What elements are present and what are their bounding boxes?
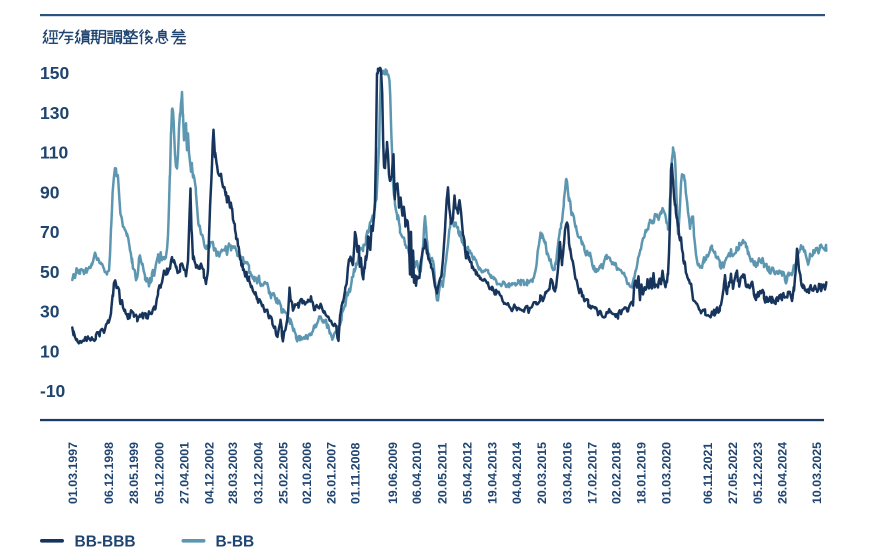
svg-text:03.04.2016: 03.04.2016 — [560, 442, 574, 504]
svg-text:90: 90 — [40, 182, 60, 202]
svg-text:BB-BBB: BB-BBB — [75, 534, 136, 551]
svg-text:06.11.2021: 06.11.2021 — [701, 443, 715, 504]
svg-text:10: 10 — [40, 341, 60, 361]
svg-text:06.04.2010: 06.04.2010 — [410, 442, 424, 504]
svg-text:50: 50 — [40, 262, 60, 282]
svg-text:150: 150 — [40, 63, 69, 83]
svg-text:70: 70 — [40, 222, 60, 242]
svg-text:B-BB: B-BB — [216, 534, 255, 551]
svg-text:30: 30 — [40, 302, 60, 322]
svg-text:130: 130 — [40, 103, 69, 123]
svg-text:19.06.2009: 19.06.2009 — [386, 442, 400, 504]
svg-text:01.11.2008: 01.11.2008 — [349, 443, 363, 504]
svg-text:19.04.2013: 19.04.2013 — [486, 442, 500, 504]
svg-text:01.03.2020: 01.03.2020 — [660, 442, 674, 504]
svg-text:02.10.2006: 02.10.2006 — [300, 442, 314, 504]
svg-text:02.02.2018: 02.02.2018 — [610, 442, 624, 504]
svg-text:04.04.2014: 04.04.2014 — [510, 442, 524, 504]
svg-text:05.04.2012: 05.04.2012 — [461, 442, 475, 504]
svg-text:05.12.2023: 05.12.2023 — [751, 442, 765, 504]
svg-text:26.04.2024: 26.04.2024 — [775, 442, 789, 504]
svg-text:17.02.2017: 17.02.2017 — [585, 442, 599, 504]
svg-text:26.01.2007: 26.01.2007 — [324, 442, 338, 504]
svg-text:03.12.2004: 03.12.2004 — [251, 442, 265, 504]
svg-text:05.12.2000: 05.12.2000 — [152, 442, 166, 504]
svg-text:01.03.1997: 01.03.1997 — [66, 442, 80, 504]
svg-text:06.12.1998: 06.12.1998 — [102, 442, 116, 504]
svg-text:18.01.2019: 18.01.2019 — [635, 442, 649, 504]
svg-text:20.03.2015: 20.03.2015 — [535, 442, 549, 504]
svg-text:28.05.1999: 28.05.1999 — [127, 442, 141, 504]
svg-text:10.03.2025: 10.03.2025 — [810, 442, 824, 504]
svg-text:28.03.2003: 28.03.2003 — [226, 442, 240, 504]
svg-text:20.05.2011: 20.05.2011 — [436, 443, 450, 504]
svg-text:27.04.2001: 27.04.2001 — [177, 442, 191, 504]
svg-text:110: 110 — [40, 143, 68, 163]
svg-text:04.12.2002: 04.12.2002 — [202, 442, 216, 504]
svg-text:27.05.2022: 27.05.2022 — [726, 442, 740, 504]
svg-text:25.02.2005: 25.02.2005 — [276, 442, 290, 504]
svg-text:-10: -10 — [40, 381, 66, 401]
